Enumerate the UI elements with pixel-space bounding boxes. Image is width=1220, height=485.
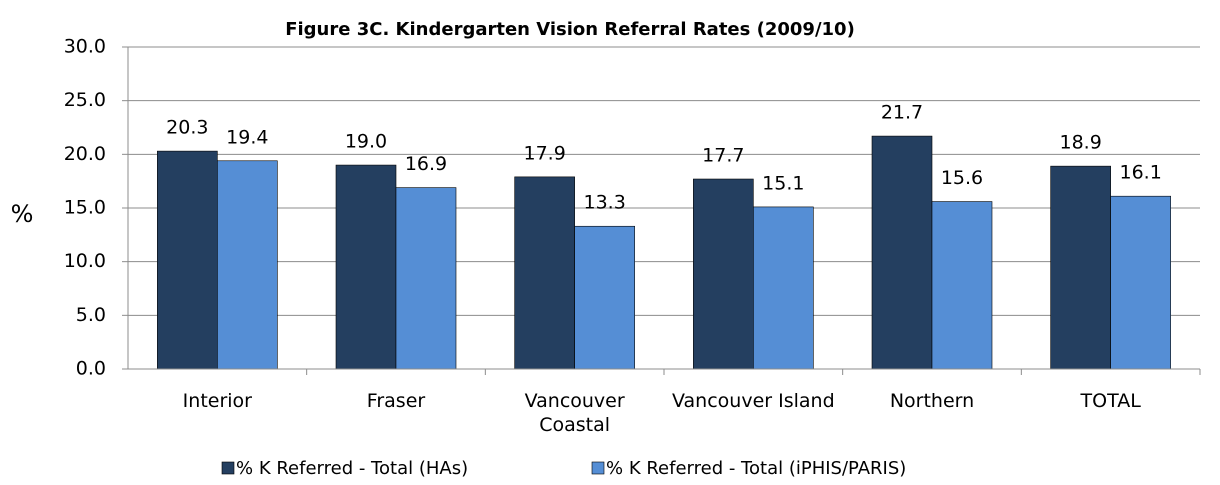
data-label: 19.4 [226,126,268,148]
x-tick-label: Vancouver Coastal [524,390,625,436]
data-label: 15.6 [941,167,983,189]
bar [693,178,754,370]
data-label: 20.3 [166,117,208,139]
y-tick-label: 5.0 [76,304,106,326]
y-tick-label: 0.0 [76,358,106,380]
y-tick-label: 25.0 [64,89,106,111]
bar [1050,165,1111,370]
data-label: 21.7 [881,102,923,124]
x-tick-label: Vancouver Island [672,390,835,412]
legend-marker [221,461,235,475]
data-label: 13.3 [584,192,626,214]
x-tick-label: Northern [889,390,975,412]
data-label: 19.0 [345,131,387,153]
legend-marker [591,461,605,475]
bar [574,225,635,370]
bar [335,164,397,370]
bar [931,201,993,370]
x-tick-label: TOTAL [1080,390,1141,412]
y-tick-label: 10.0 [64,250,106,272]
bar [217,160,278,370]
bar [395,187,457,370]
y-tick-label: 15.0 [64,197,106,219]
bar [753,206,814,370]
x-tick-label: Fraser [366,390,426,412]
data-label: 17.9 [524,142,566,164]
data-label: 18.9 [1060,132,1102,154]
legend-label: % K Referred - Total (iPHIS/PARIS) [606,458,906,479]
y-axis-label: % [11,200,34,228]
legend-label: % K Referred - Total (HAs) [236,458,468,479]
bar [157,150,218,370]
data-label: 16.1 [1120,162,1162,184]
y-tick-label: 20.0 [64,143,106,165]
data-label: 15.1 [762,172,804,194]
bar [1110,195,1171,370]
y-tick-label: 30.0 [64,36,106,58]
chart-title: Figure 3C. Kindergarten Vision Referral … [285,19,855,40]
bar [871,135,933,370]
data-label: 16.9 [405,153,447,175]
data-label: 17.7 [702,145,744,167]
x-tick-label: Interior [182,390,252,412]
bar [514,176,575,370]
